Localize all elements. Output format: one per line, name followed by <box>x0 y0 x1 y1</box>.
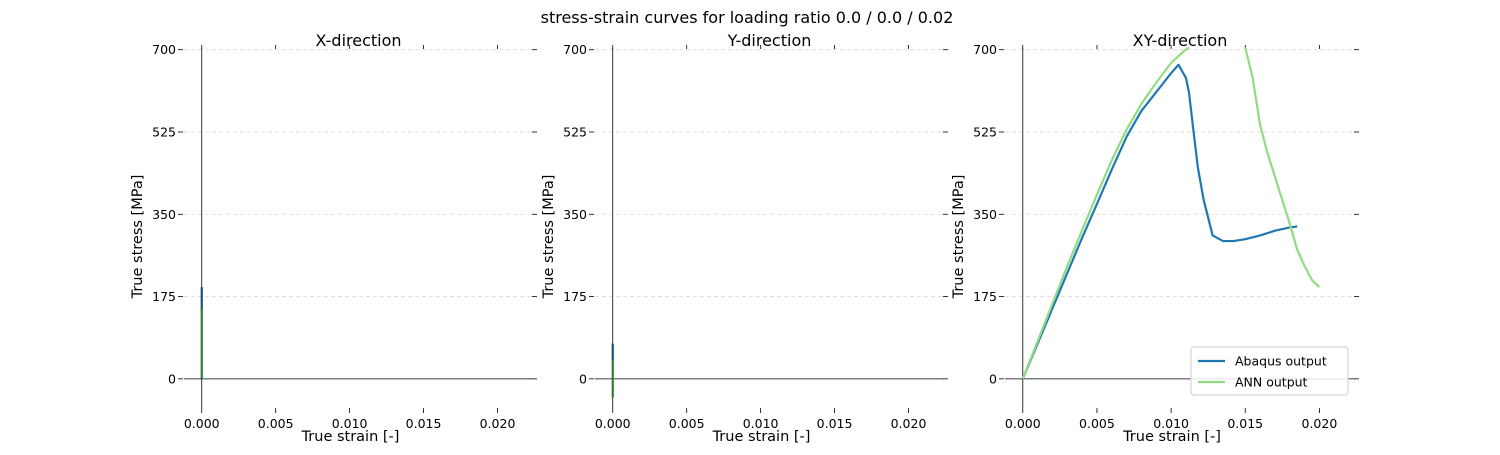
y-tick-label: 700 <box>563 42 587 57</box>
x-tick-label: 0.005 <box>258 416 294 431</box>
y-tick-label: 700 <box>973 42 997 57</box>
x-tick-label: 0.005 <box>669 416 705 431</box>
x-tick-label: 0.020 <box>1302 416 1338 431</box>
y-tick-label: 0 <box>168 371 176 386</box>
y-axis-label: True stress [MPa] <box>130 175 146 300</box>
y-axis-label: True stress [MPa] <box>541 175 557 300</box>
x-tick-label: 0.000 <box>184 416 220 431</box>
x-tick-label: 0.015 <box>406 416 442 431</box>
x-tick-label: 0.015 <box>817 416 853 431</box>
x-axis-label: True strain [-] <box>712 429 811 445</box>
x-tick-label: 0.010 <box>332 416 368 431</box>
x-tick-label: 0.000 <box>595 416 631 431</box>
y-tick-label: 175 <box>973 289 997 304</box>
chart-panel-y-direction: 0 175 350 525 700 0.000 0.005 0.010 0.015 0.020 Y-… <box>541 31 948 445</box>
y-tick-label: 525 <box>563 124 587 139</box>
legend-label: Abaqus output <box>1235 354 1327 369</box>
y-tick-label: 525 <box>152 124 176 139</box>
x-tick-label: 0.020 <box>480 416 516 431</box>
x-tick-label: 0.015 <box>1227 416 1263 431</box>
chart-panel-xy-direction: 0 175 350 525 700 0.000 0.005 0.010 0.015 0.020 XY… <box>951 31 1359 445</box>
chart-panel-x-direction: 0 175 350 525 700 0.000 0.005 0.010 0.015 0.020 X-… <box>130 31 537 445</box>
chart-title: XY-direction <box>1133 31 1228 50</box>
x-tick-label: 0.010 <box>743 416 779 431</box>
y-tick-label: 525 <box>973 124 997 139</box>
y-tick-label: 175 <box>152 289 176 304</box>
x-axis-label: True strain [-] <box>1122 429 1221 445</box>
chart-title: Y-direction <box>727 31 812 50</box>
y-tick-label: 350 <box>563 207 587 222</box>
series-line-ann-output <box>1244 47 1321 288</box>
y-tick-label: 350 <box>973 207 997 222</box>
figure-title: stress-strain curves for loading ratio 0… <box>541 8 954 27</box>
x-tick-label: 0.000 <box>1005 416 1041 431</box>
legend: Abaqus output ANN output <box>1190 346 1349 396</box>
x-tick-label: 0.020 <box>891 416 927 431</box>
y-tick-label: 0 <box>989 371 997 386</box>
series-line-ann-output <box>1021 46 1190 380</box>
y-tick-label: 0 <box>579 371 587 386</box>
y-tick-label: 700 <box>152 42 176 57</box>
y-tick-label: 175 <box>563 289 587 304</box>
x-tick-label: 0.005 <box>1079 416 1115 431</box>
y-axis-label: True stress [MPa] <box>951 175 967 300</box>
legend-label: ANN output <box>1235 375 1308 390</box>
x-axis-label: True strain [-] <box>301 429 400 445</box>
chart-title: X-direction <box>315 31 401 50</box>
y-tick-label: 350 <box>152 207 176 222</box>
series-line-abaqus-output <box>1021 63 1298 380</box>
x-tick-label: 0.010 <box>1153 416 1189 431</box>
legend-box <box>1190 346 1349 396</box>
series-group <box>1021 46 1321 380</box>
